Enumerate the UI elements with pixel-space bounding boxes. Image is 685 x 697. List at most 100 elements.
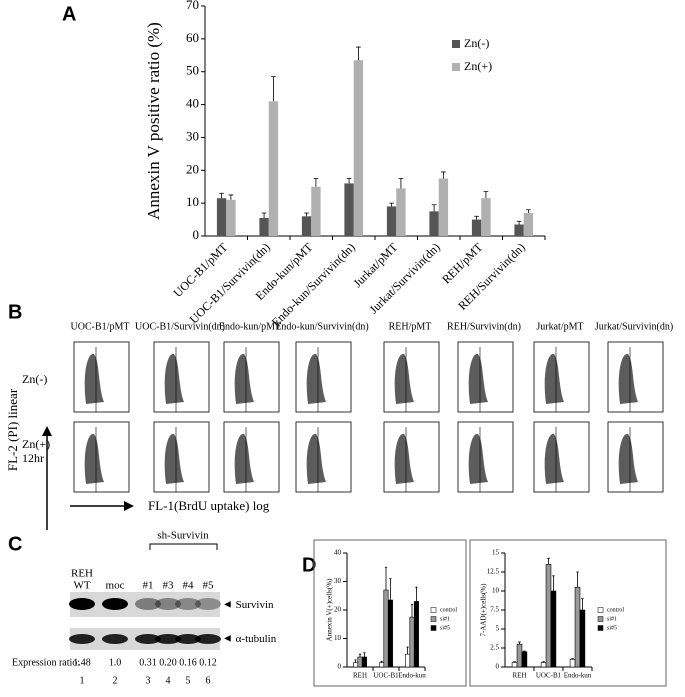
band-name: Survivin: [236, 599, 274, 611]
column-label: UOC-B1/Survivin(dn): [135, 321, 225, 332]
error-bar: [380, 660, 383, 663]
bar: [396, 188, 406, 236]
lane-label: #4: [183, 580, 195, 592]
legend-label: control: [607, 607, 624, 613]
axis-title: FL-2 (PI) linear: [5, 388, 20, 471]
error-bar: [542, 661, 545, 663]
y-tick-label: 0: [496, 663, 500, 671]
column-label: Jurkat/pMT: [536, 321, 583, 332]
cell-cloud: [394, 433, 414, 484]
group-label: sh-Survivin: [157, 530, 209, 542]
cell-cloud: [394, 353, 414, 404]
panel-label: A: [62, 3, 76, 25]
bar: [413, 601, 419, 668]
panel-frame: [313, 539, 467, 687]
bar: [511, 662, 518, 668]
lane-number: 2: [113, 675, 118, 686]
lane-label: REH: [71, 568, 93, 580]
error-bar: [354, 659, 357, 663]
legend-swatch: [430, 616, 437, 622]
bar: [301, 216, 312, 236]
row-label: Zn(+): [22, 437, 50, 451]
bar: [409, 616, 415, 668]
error-bar: [304, 212, 309, 217]
column-label: REH/pMT: [389, 321, 432, 332]
expression-ratio: 0.20: [159, 657, 177, 668]
legend-swatch: [597, 625, 604, 631]
error-bar: [271, 76, 276, 102]
error-bar: [552, 575, 555, 591]
bar: [516, 643, 523, 668]
error-bar: [358, 653, 362, 658]
cell-cloud: [84, 433, 104, 484]
lane-label: moc: [106, 580, 125, 592]
error-bar: [356, 46, 361, 61]
error-bar: [389, 578, 392, 601]
y-tick-label: 40: [186, 96, 199, 111]
error-bar: [431, 204, 437, 212]
band: [102, 598, 128, 610]
error-bar: [363, 652, 366, 658]
ratio-label: Expression ratio:: [12, 657, 80, 668]
bar: [574, 586, 581, 668]
bar: [438, 178, 449, 236]
error-bar: [410, 603, 414, 618]
bar: [386, 206, 397, 236]
y-tick-label: 10: [334, 634, 342, 642]
error-bar: [513, 661, 516, 663]
y-tick-label: 5: [496, 625, 500, 633]
band-label: ◄ Survivin: [222, 599, 274, 611]
legend-swatch: [597, 616, 604, 622]
x-tick-label: Endo-kun: [398, 672, 426, 680]
error-bar: [581, 598, 584, 610]
bar: [579, 609, 586, 668]
x-tick-label: REH: [353, 672, 367, 680]
legend-label: si#1: [607, 616, 617, 622]
error-bar: [389, 202, 394, 207]
column-label: Endo-kun/pMT: [219, 321, 281, 332]
error-bar: [415, 586, 418, 602]
error-bar: [219, 192, 224, 199]
band: [175, 634, 201, 644]
cell-cloud: [468, 353, 488, 404]
bar: [344, 183, 354, 236]
expression-ratio: 1.48: [73, 657, 91, 668]
y-tick-label: 30: [334, 577, 342, 585]
bar: [353, 60, 364, 236]
y-tick-label: 12.5: [487, 568, 500, 576]
error-bar: [483, 191, 489, 199]
y-axis-title: Annexin V(+)cells(%): [326, 578, 334, 641]
legend-label: si#5: [440, 625, 450, 631]
cell-cloud: [84, 353, 104, 404]
arrow-head: [124, 501, 134, 511]
error-bar: [261, 212, 267, 218]
bar: [514, 224, 524, 236]
cytometry-plot: [533, 421, 590, 493]
bar: [523, 213, 534, 236]
error-bar: [228, 194, 234, 200]
error-bar: [576, 571, 579, 588]
y-tick-label: 50: [186, 63, 199, 78]
band: [195, 634, 221, 644]
error-bar: [406, 646, 409, 655]
bar: [216, 198, 227, 236]
band-label: ◄ α-tubulin: [222, 633, 277, 645]
legend-swatch: [430, 625, 437, 631]
cell-cloud: [164, 433, 184, 484]
blot: [70, 592, 220, 617]
legend-swatch: [452, 40, 460, 48]
column-label: UOC-B1/pMT: [71, 321, 130, 332]
band: [155, 598, 181, 610]
bar: [429, 211, 439, 236]
bar: [268, 101, 279, 237]
cell-cloud: [234, 353, 254, 404]
lane-number: 6: [206, 675, 211, 686]
arrow-head: [42, 426, 52, 436]
bracket: [149, 543, 218, 550]
expression-ratio: 1.0: [109, 657, 122, 668]
panel-label: C: [8, 533, 22, 555]
lane-number: 5: [186, 675, 191, 686]
row-label: Zn(-): [22, 372, 47, 386]
error-bar: [398, 178, 404, 189]
y-tick-label: 20: [334, 606, 342, 614]
